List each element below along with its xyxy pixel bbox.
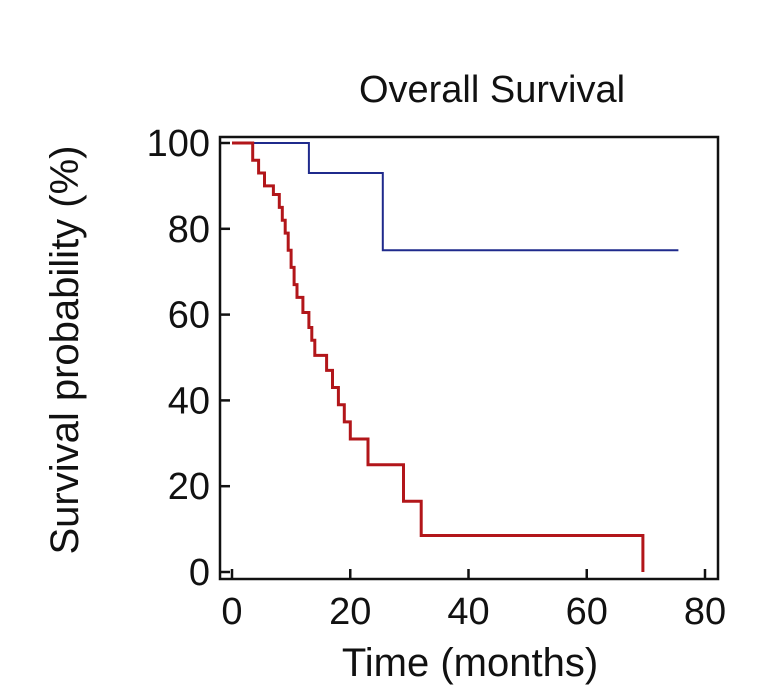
y-tick-label: 100 (147, 123, 210, 165)
y-axis-label: Survival probability (%) (43, 145, 87, 554)
x-axis-label: Time (months) (342, 641, 598, 685)
x-axis-ticks: 0 20 40 60 80 (221, 569, 726, 633)
y-tick-label: 0 (189, 552, 210, 594)
x-tick-label: 40 (447, 591, 489, 633)
x-tick-label: 0 (221, 591, 242, 633)
plot-frame (218, 135, 720, 581)
series-line-group-red (232, 141, 645, 572)
series-line-group-blue (232, 142, 679, 252)
y-tick-label: 60 (168, 295, 210, 337)
chart-title: Overall Survival (359, 69, 625, 111)
x-tick-label: 80 (684, 591, 726, 633)
y-tick-label: 20 (168, 466, 210, 508)
x-tick-label: 20 (329, 591, 371, 633)
y-axis-ticks: 0 20 40 60 80 100 (147, 123, 230, 594)
series-layer (232, 141, 679, 572)
y-tick-label: 40 (168, 380, 210, 422)
x-tick-label: 60 (566, 591, 608, 633)
y-tick-label: 80 (168, 209, 210, 251)
